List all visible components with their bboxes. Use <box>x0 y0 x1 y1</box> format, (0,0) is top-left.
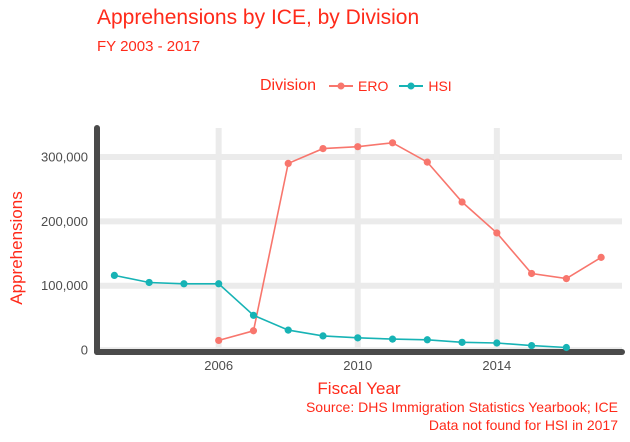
legend-key-hsi-icon <box>399 82 424 90</box>
data-point-hsi <box>528 341 536 350</box>
legend-item-hsi: HSI <box>398 78 452 94</box>
data-point-hsi <box>284 326 292 334</box>
series-line-hsi <box>114 274 567 349</box>
legend-key-ero-icon <box>329 82 354 90</box>
data-point-hsi <box>249 311 258 319</box>
data-point-hsi <box>354 334 362 342</box>
y-tick-label: 200,000 <box>41 214 88 229</box>
data-point-hsi <box>145 278 153 287</box>
legend-item-ero: ERO <box>328 78 388 94</box>
data-point-hsi <box>110 271 118 280</box>
data-point-ero <box>319 144 327 153</box>
data-point-hsi <box>493 339 501 347</box>
data-point-ero <box>284 159 292 168</box>
chart-title: Apprehensions by ICE, by Division <box>97 6 420 29</box>
legend-label-ero: ERO <box>358 78 389 94</box>
data-point-hsi <box>180 280 188 288</box>
series-layer <box>110 139 605 352</box>
y-tick-label: 100,000 <box>41 278 88 293</box>
data-point-hsi <box>215 280 223 288</box>
data-point-hsi <box>562 343 570 352</box>
grid <box>97 128 622 354</box>
data-point-ero <box>423 158 431 166</box>
axes <box>94 125 625 355</box>
data-point-ero <box>354 143 362 151</box>
data-point-ero <box>562 275 570 283</box>
data-point-ero <box>249 327 258 335</box>
data-point-ero <box>597 253 605 261</box>
x-tick-label: 2010 <box>343 358 372 373</box>
legend-label-hsi: HSI <box>428 78 452 94</box>
x-tick-label: 2006 <box>204 358 233 373</box>
y-tick-label: 0 <box>81 343 88 358</box>
legend-title: Division <box>260 77 317 94</box>
data-point-ero <box>493 229 501 237</box>
data-point-hsi <box>319 332 327 340</box>
chart-subtitle: FY 2003 - 2017 <box>97 38 201 55</box>
y-axis-title: Apprehensions <box>7 191 26 304</box>
data-point-hsi <box>458 338 466 346</box>
tick-labels: 0 100,000 200,000 300,000 2006 2010 2014 <box>41 149 511 373</box>
y-tick-label: 300,000 <box>41 149 88 164</box>
data-point-hsi <box>423 336 431 344</box>
legend: Division ERO HSI <box>260 77 456 95</box>
data-point-ero <box>528 269 536 278</box>
data-point-hsi <box>388 335 397 343</box>
data-point-ero <box>215 336 223 345</box>
data-point-ero <box>458 198 466 206</box>
caption-source: Source: DHS Immigration Statistics Yearb… <box>305 399 618 415</box>
series-line-ero <box>218 141 602 342</box>
data-point-ero <box>388 139 397 147</box>
x-tick-label: 2014 <box>482 358 511 373</box>
caption-note: Data not found for HSI in 2017 <box>428 417 618 433</box>
x-axis-title: Fiscal Year <box>317 379 400 398</box>
caption: Source: DHS Immigration Statistics Yearb… <box>306 398 618 434</box>
